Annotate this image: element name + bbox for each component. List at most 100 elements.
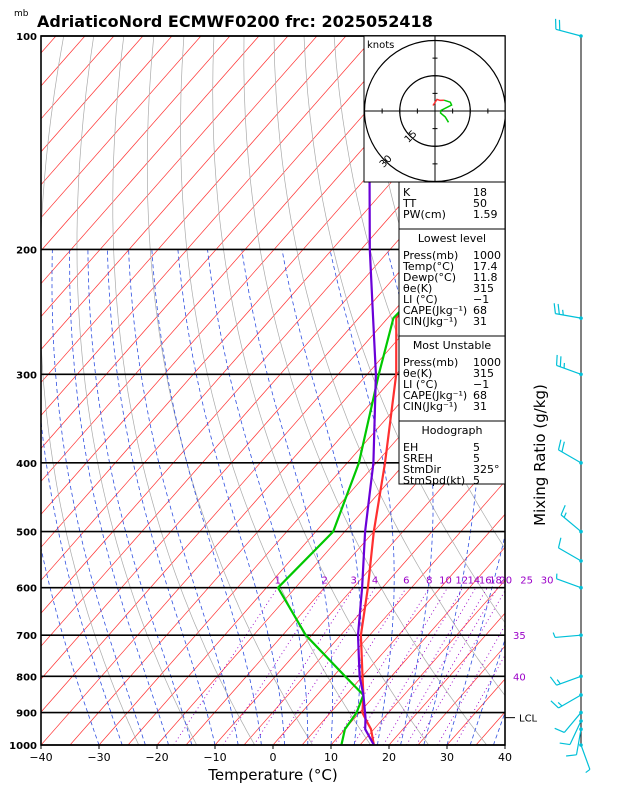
isotherm <box>41 184 505 713</box>
mixing-ratio-line <box>309 587 407 745</box>
moist-adiabat <box>151 249 262 745</box>
index-value: −1 <box>473 293 489 306</box>
mixing-ratio-label: 14 <box>467 576 480 587</box>
barb-staff <box>558 547 582 562</box>
dry-adiabat <box>180 36 371 745</box>
pressure-tick-label: 900 <box>16 709 37 720</box>
index-value: 5 <box>473 441 480 454</box>
isotherm <box>330 546 505 745</box>
moist-adiabat <box>493 711 505 745</box>
barb-flag <box>561 441 565 452</box>
barb-half-flag <box>557 701 563 707</box>
moist-adiabat <box>51 249 146 745</box>
barb-staff <box>563 712 582 733</box>
moist-adiabat <box>329 249 395 745</box>
isotherm <box>301 513 505 745</box>
pressure-tick-label: 200 <box>16 245 37 256</box>
profile-parcel <box>356 91 385 745</box>
temperature-tick-label: −20 <box>145 751 168 764</box>
dry-adiabat <box>76 36 198 745</box>
mixing-ratio-label: 12 <box>455 576 468 587</box>
barb-half-flag <box>585 768 591 774</box>
index-panel: K 18 TT 50 PW(cm) 1.59 Lowest level Press(mb) 10… <box>398 181 506 487</box>
index-value: 325° <box>473 463 500 476</box>
dry-adiabat <box>605 36 618 745</box>
isotherm <box>41 217 505 745</box>
index-value: 17.4 <box>473 260 498 273</box>
barb-flag <box>566 754 577 757</box>
isotherm <box>41 36 376 416</box>
isotherm <box>388 612 505 745</box>
barb-staff <box>580 744 591 770</box>
index-value: 1.59 <box>473 208 498 221</box>
mixing-ratio-line <box>395 587 488 745</box>
isotherm <box>41 36 86 87</box>
barb-staff <box>556 578 582 589</box>
dry-adiabat <box>146 36 313 745</box>
isotherm <box>41 36 318 351</box>
barb-staff <box>558 694 582 709</box>
isotherm <box>41 36 289 318</box>
mixing-ratio-label: 4 <box>372 576 378 587</box>
barb-flag <box>557 537 562 549</box>
index-label: Press(mb) <box>403 249 458 262</box>
barb-staff <box>560 514 582 533</box>
isotherm <box>41 36 434 482</box>
index-value: 1000 <box>473 356 501 369</box>
index-label: TT <box>402 197 417 210</box>
hodograph-unit: knots <box>367 40 394 51</box>
mixing-ratio-label: 8 <box>426 576 432 587</box>
index-label: EH <box>403 441 418 454</box>
mixing-ratio-label: 16 <box>479 576 492 587</box>
index-label: StmDir <box>403 463 442 476</box>
index-value: 68 <box>473 304 487 317</box>
temperature-axis: −40 −30 −20 −10 0 10 20 30 40 <box>29 745 512 764</box>
barb-staff <box>555 634 582 639</box>
index-label: CIN(Jkg⁻¹) <box>403 400 458 413</box>
mixing-ratio-label: 30 <box>541 576 554 587</box>
index-value: 50 <box>473 197 487 210</box>
isotherm <box>41 36 202 219</box>
mixing-ratio-label: 3 <box>351 576 357 587</box>
pressure-tick-label: 600 <box>16 584 37 595</box>
pressure-unit: mb <box>14 9 29 19</box>
barb-staff <box>558 449 582 464</box>
barb-flag <box>557 439 562 450</box>
isotherm <box>41 36 173 186</box>
isotherm <box>272 480 505 745</box>
moist-adiabat <box>386 249 434 745</box>
mixing-ratio-line <box>369 587 464 745</box>
index-label: Dewp(°C) <box>403 271 456 284</box>
index-heading: Hodograph <box>422 424 483 437</box>
index-heading: Most Unstable <box>413 339 492 352</box>
barb-flag <box>554 727 565 734</box>
index-label: Temp(°C) <box>402 260 454 273</box>
index-label: StmSpd(kt) <box>403 474 465 487</box>
moist-adiabat <box>41 417 123 745</box>
pressure-tick-label: 300 <box>16 370 37 381</box>
mixing-ratio-label: 2 <box>321 576 327 587</box>
moist-adiabat <box>177 249 285 745</box>
barb-flag <box>553 303 556 314</box>
isotherm <box>41 36 405 449</box>
pressure-axis: 100 200 300 400 500 600 700 800 900 1000 <box>9 32 37 752</box>
barb-flag <box>560 505 566 516</box>
index-label: LI (°C) <box>403 378 438 391</box>
barb-flag <box>550 700 559 709</box>
mixing-ratio-line <box>454 654 505 745</box>
index-value: −1 <box>473 378 489 391</box>
index-value: 5 <box>473 452 480 465</box>
dry-adiabat <box>303 36 505 624</box>
theta-label: 40 <box>513 672 526 683</box>
index-heading: Lowest level <box>418 232 486 245</box>
temperature-tick-label: −30 <box>87 751 110 764</box>
hodograph-trace-low <box>432 98 445 106</box>
y-axis-label: Mixing Ratio (g/kg) <box>531 384 549 526</box>
mixing-ratio-line <box>437 624 505 745</box>
hodograph-trace-mid <box>439 99 453 123</box>
barb-staff <box>556 675 582 686</box>
temperature-tick-label: 10 <box>324 751 338 764</box>
barb-staff <box>555 313 582 319</box>
index-value: 11.8 <box>473 271 498 284</box>
